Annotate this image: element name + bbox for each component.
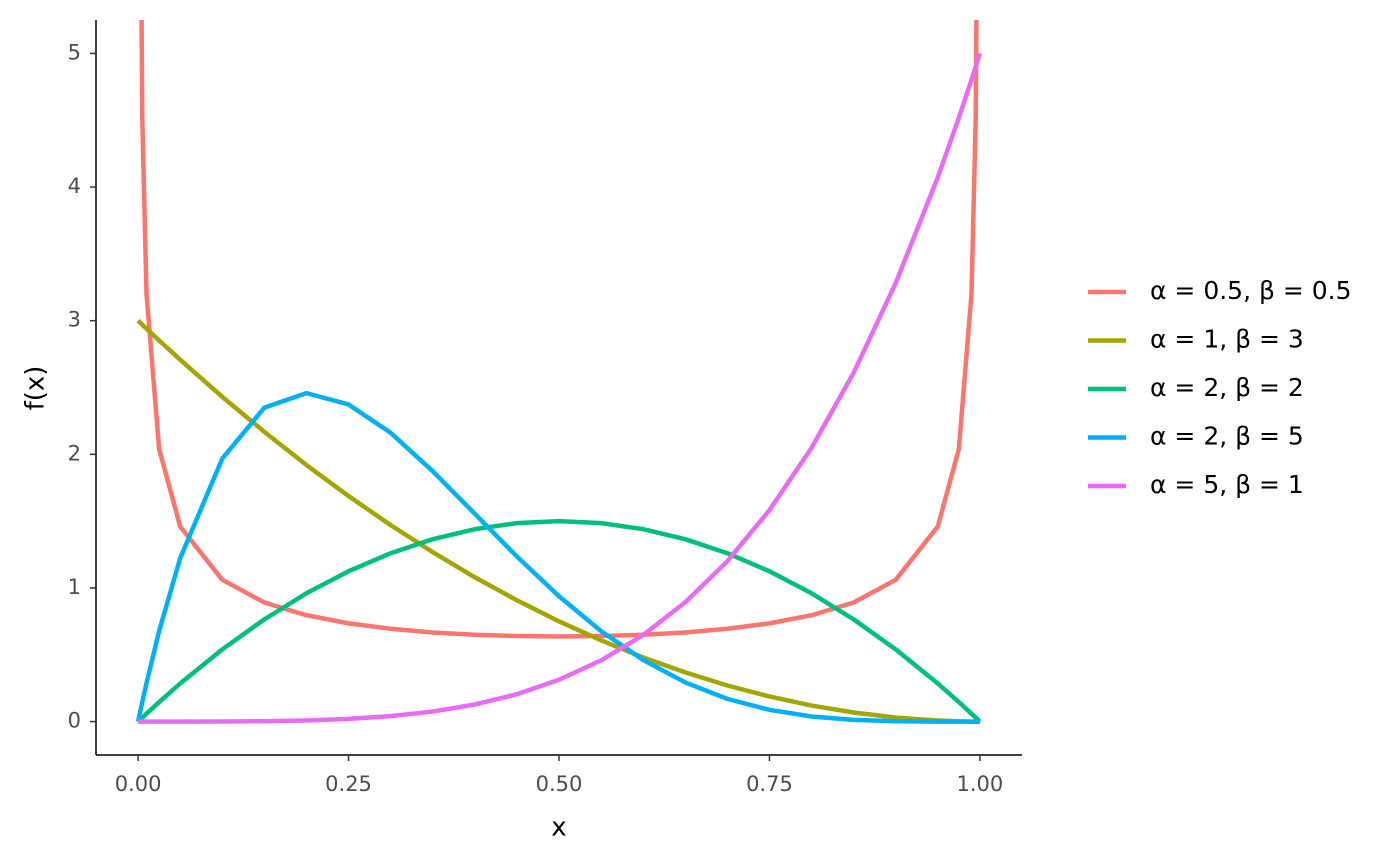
series-line [135,390,981,724]
y-tick-label: 3 [68,308,81,332]
legend-label: α = 1, β = 3 [1150,325,1304,354]
x-tick-label: 0.75 [746,772,793,796]
legend-label: α = 2, β = 2 [1150,373,1304,402]
x-tick-label: 0.25 [325,772,372,796]
series-line [139,20,979,639]
y-tick-label: 2 [68,441,81,465]
x-tick-label: 0.50 [536,772,583,796]
plot-area [135,20,983,724]
x-tick-label: 1.00 [957,772,1004,796]
legend-label: α = 0.5, β = 0.5 [1150,276,1352,305]
y-axis-title: f(x) [21,366,51,411]
legend-label: α = 5, β = 1 [1150,470,1304,499]
y-tick-label: 0 [68,709,81,733]
x-axis-title: x [551,813,566,843]
series-line [137,52,983,724]
series-line [136,518,982,724]
y-tick-label: 1 [68,575,81,599]
y-tick-label: 5 [68,40,81,64]
x-tick-label: 0.00 [115,772,162,796]
legend-label: α = 2, β = 5 [1150,422,1304,451]
y-tick-label: 4 [68,174,81,198]
